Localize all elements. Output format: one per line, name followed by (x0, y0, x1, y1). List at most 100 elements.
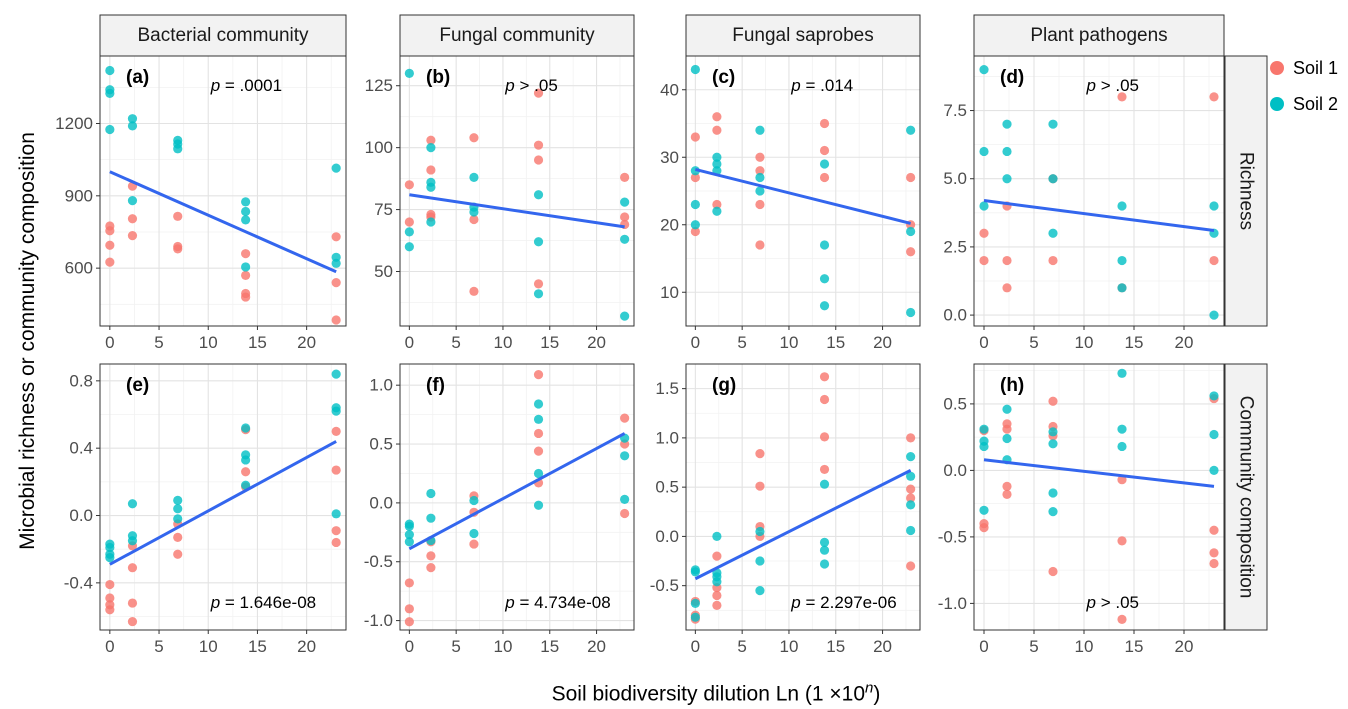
column-strip-background (399, 14, 635, 57)
data-point-soil-2 (1002, 404, 1012, 414)
row-strip-label: Richness (1236, 152, 1257, 230)
data-point-soil-1 (1002, 255, 1012, 266)
y-tick-label: -0.5 (938, 527, 967, 546)
y-tick-label: 30 (660, 148, 679, 167)
p-symbol: p (790, 76, 800, 95)
data-point-soil-1 (127, 616, 138, 627)
column-strip: Fungal saprobes (685, 14, 921, 57)
data-point-soil-1 (712, 551, 722, 561)
data-point-soil-2 (241, 197, 251, 207)
data-point-soil-1 (533, 369, 544, 380)
y-tick-label: 10 (660, 283, 679, 302)
x-tick-label: 10 (1075, 637, 1094, 656)
data-point-soil-1 (533, 88, 544, 98)
data-point-soil-2 (469, 495, 479, 506)
data-point-soil-2 (690, 199, 700, 210)
data-point-soil-1 (819, 172, 830, 183)
regression-line (983, 458, 1215, 488)
p-value-text: > .05 (1096, 593, 1139, 612)
x-tick-label: 10 (493, 637, 512, 656)
data-point-soil-1 (690, 226, 700, 237)
data-point-soil-2 (105, 88, 115, 98)
legend: Soil 1 Soil 2 (1270, 50, 1338, 122)
data-point-soil-2 (1117, 368, 1127, 378)
regression-line (109, 440, 337, 566)
legend-label-soil-2: Soil 2 (1293, 93, 1339, 114)
data-point-soil-1 (1048, 255, 1058, 266)
panel-border (685, 363, 921, 631)
data-point-soil-1 (533, 279, 544, 289)
data-point-soil-2 (173, 144, 183, 154)
data-point-soil-2 (533, 500, 544, 510)
data-point-soil-1 (426, 135, 436, 145)
data-point-soil-1 (906, 247, 916, 257)
data-point-soil-1 (241, 270, 251, 280)
y-tick-label: -0.5 (364, 552, 393, 571)
panel-label: (d) (1000, 67, 1024, 88)
data-point-soil-2 (712, 206, 722, 216)
data-point-soil-1 (755, 166, 765, 176)
data-point-soil-2 (819, 559, 830, 569)
data-point-soil-2 (533, 237, 544, 247)
data-point-soil-2 (404, 521, 414, 532)
y-tick-label: 0.0 (69, 506, 93, 525)
data-point-soil-2 (533, 399, 544, 409)
data-point-soil-1 (241, 249, 251, 259)
panel-border (99, 363, 347, 631)
data-point-soil-2 (1117, 201, 1127, 211)
data-point-soil-2 (127, 114, 138, 124)
panel-background (400, 364, 634, 630)
x-tick-label: 10 (779, 637, 798, 656)
data-point-soil-2 (1002, 119, 1012, 129)
data-point-soil-1 (819, 145, 830, 156)
x-axis-title-end: ) (873, 682, 881, 706)
data-point-soil-1 (105, 593, 115, 603)
data-point-soil-2 (426, 513, 436, 523)
data-point-soil-2 (690, 567, 700, 577)
data-point-soil-2 (1048, 488, 1058, 498)
column-strip: Bacterial community (99, 14, 347, 57)
p-symbol: p (1086, 593, 1096, 612)
row-strip: Community composition (1224, 363, 1268, 631)
data-point-soil-2 (819, 301, 830, 311)
data-point-soil-1 (331, 232, 341, 242)
data-point-soil-1 (241, 292, 251, 302)
data-point-soil-1 (1209, 255, 1219, 266)
panel-background (400, 56, 634, 326)
row-strip: Richness (1224, 55, 1268, 327)
data-point-soil-2 (469, 172, 479, 182)
data-point-soil-2 (1209, 429, 1219, 440)
data-point-soil-1 (105, 257, 115, 267)
y-axis-title: Microbial richness or community composit… (16, 132, 39, 550)
y-tick-label: 100 (365, 138, 393, 157)
p-value-annotation: p > .05 (1086, 76, 1139, 95)
data-point-soil-1 (426, 563, 436, 573)
data-point-soil-1 (533, 155, 544, 165)
panel-label: (h) (1000, 375, 1024, 396)
y-tick-label: 50 (374, 262, 393, 281)
x-tick-label: 15 (826, 637, 845, 656)
data-point-soil-2 (620, 311, 630, 321)
data-point-soil-1 (979, 228, 989, 238)
data-point-soil-2 (979, 424, 989, 434)
data-point-soil-1 (331, 278, 341, 288)
data-point-soil-2 (620, 451, 630, 461)
x-tick-label: 20 (587, 333, 606, 352)
row-strip-background (1224, 55, 1268, 327)
p-value-annotation: p = .014 (790, 76, 853, 95)
panel-label: (a) (126, 67, 149, 88)
y-tick-label: -0.4 (64, 573, 93, 592)
data-point-soil-2 (1002, 433, 1012, 444)
data-point-soil-2 (1048, 119, 1058, 129)
data-point-soil-1 (819, 372, 830, 382)
p-value-annotation: p > .05 (504, 76, 557, 95)
data-point-soil-2 (173, 504, 183, 514)
panel-border (99, 55, 347, 327)
data-point-soil-2 (1209, 201, 1219, 211)
panel: 0 5 10 15 20 -0.5 0.0 0.5 1.0 1.5 (g) p = 2.297e-06 (650, 363, 921, 656)
y-tick-label: 1.5 (655, 379, 679, 398)
data-point-soil-2 (979, 146, 989, 157)
data-point-soil-2 (105, 124, 115, 135)
legend-label-soil-1: Soil 1 (1293, 57, 1339, 78)
data-point-soil-1 (906, 172, 916, 183)
